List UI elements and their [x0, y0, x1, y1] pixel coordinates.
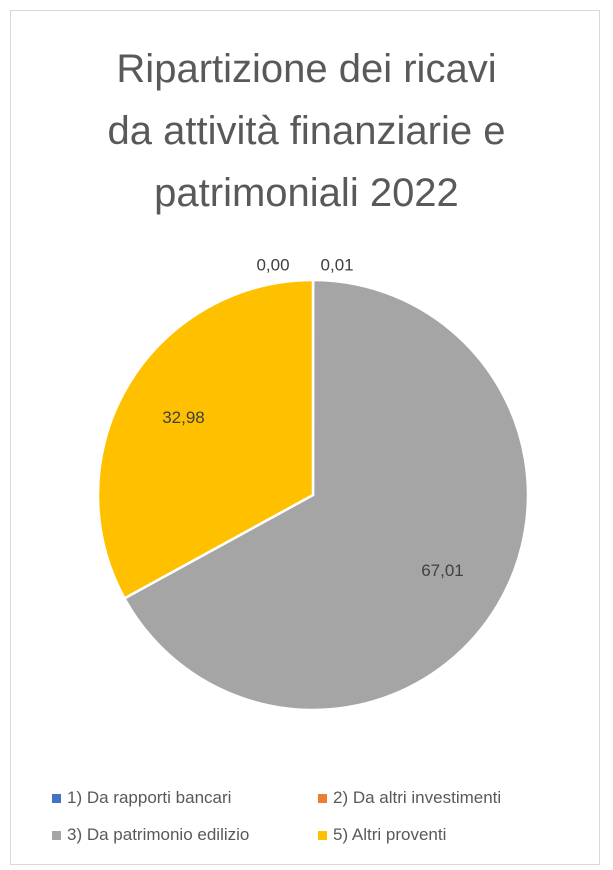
pie-slice[interactable] — [123, 278, 530, 712]
pie-slices — [96, 278, 530, 712]
pie-data-label: 67,01 — [421, 561, 464, 580]
pie-data-label: 0,01 — [321, 255, 354, 274]
legend-label: 3) Da patrimonio edilizio — [67, 825, 250, 844]
legend-swatch — [52, 830, 61, 840]
pie-data-label: 0,00 — [256, 255, 289, 274]
legend-item[interactable]: 3) Da patrimonio edilizio — [52, 825, 318, 845]
legend-swatch — [318, 830, 327, 840]
chart-title: Ripartizione dei ricavi da attività fina… — [0, 38, 613, 224]
chart-title-line-3: patrimoniali 2022 — [154, 171, 459, 215]
legend-swatch — [318, 793, 327, 803]
legend-swatch — [52, 793, 61, 803]
legend-item[interactable]: 2) Da altri investimenti — [318, 788, 501, 808]
legend-row-1: 1) Da rapporti bancari 2) Da altri inves… — [0, 788, 613, 808]
legend-row-2: 3) Da patrimonio edilizio 5) Altri prove… — [0, 825, 613, 845]
pie-data-label: 32,98 — [162, 408, 205, 427]
legend-item[interactable]: 1) Da rapporti bancari — [52, 788, 318, 808]
pie-slice[interactable] — [96, 278, 315, 600]
legend-label: 2) Da altri investimenti — [333, 788, 502, 807]
chart-title-line-1: Ripartizione dei ricavi — [116, 47, 497, 91]
legend-item[interactable]: 5) Altri proventi — [318, 825, 446, 845]
legend-label: 1) Da rapporti bancari — [67, 788, 232, 807]
pie-data-labels: 0,01 67,01 32,98 0,00 — [162, 255, 464, 580]
chart-title-line-2: da attività finanziarie e — [107, 109, 506, 153]
legend-label: 5) Altri proventi — [333, 825, 447, 844]
